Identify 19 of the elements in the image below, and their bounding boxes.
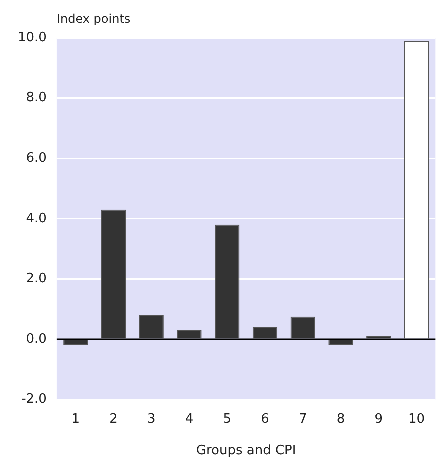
x-tick-label: 3 <box>147 412 156 427</box>
y-tick-label: 6.0 <box>26 150 47 166</box>
x-axis-title: Groups and CPI <box>196 444 296 459</box>
x-tick-label: 9 <box>374 412 383 427</box>
y-tick-label: 0.0 <box>26 332 47 347</box>
x-tick-label: 6 <box>261 412 270 427</box>
x-tick-label: 4 <box>185 412 194 427</box>
x-tick-label: 7 <box>298 412 308 427</box>
x-tick-label: 5 <box>223 412 232 427</box>
y-tick-label: 4.0 <box>26 211 47 226</box>
x-tick-label: 8 <box>336 412 346 427</box>
x-tick-label: 1 <box>72 412 80 427</box>
y-tick-label: 8.0 <box>26 90 47 106</box>
y-tick-label: -2.0 <box>22 392 47 408</box>
y-tick-label: 10.0 <box>18 30 47 46</box>
y-tick-label: 2.0 <box>26 272 47 287</box>
x-tick-label: 2 <box>110 412 118 427</box>
x-tick-label: 10 <box>408 412 425 427</box>
y-axis-title: Index points <box>56 12 131 26</box>
